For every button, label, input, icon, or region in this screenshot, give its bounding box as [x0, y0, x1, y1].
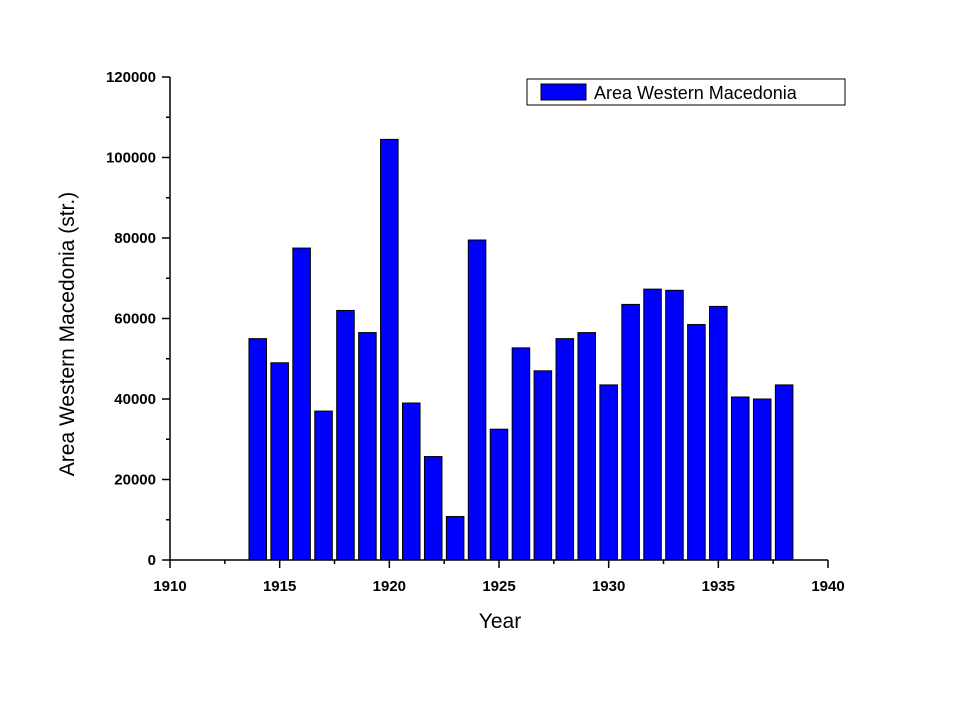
bar — [665, 289, 684, 561]
legend-label: Area Western Macedonia — [594, 83, 798, 103]
bar — [774, 384, 794, 561]
y-tick-label: 40000 — [114, 391, 156, 408]
bar — [730, 396, 750, 561]
bar — [621, 303, 640, 561]
y-tick-label: 80000 — [114, 230, 156, 247]
bar — [533, 370, 553, 561]
x-tick-label: 1930 — [592, 578, 625, 595]
ticks-layer: 1910 1915 1920 1925 1930 1935 1940 0 20000 40000 6… — [106, 69, 845, 595]
bar — [423, 456, 443, 561]
y-tick-label: 60000 — [114, 311, 156, 328]
bar — [709, 305, 728, 561]
y-tick-label: 120000 — [106, 69, 156, 86]
legend-swatch — [540, 83, 587, 101]
bar — [599, 384, 618, 561]
bar — [401, 402, 421, 561]
bar — [687, 324, 706, 561]
bar — [643, 288, 662, 561]
bar — [467, 239, 487, 561]
x-tick-label: 1910 — [153, 578, 186, 595]
bar — [248, 338, 268, 561]
y-axis-title: Area Western Macedonia (str.) — [56, 192, 79, 476]
x-axis-title: Year — [479, 610, 521, 633]
bar — [555, 338, 575, 561]
bar — [314, 410, 333, 561]
x-tick-label: 1915 — [263, 578, 296, 595]
y-tick-label: 100000 — [106, 150, 156, 167]
y-tick-label: 0 — [148, 552, 156, 569]
x-tick-label: 1920 — [373, 578, 406, 595]
bar — [292, 247, 311, 561]
bar — [358, 332, 377, 561]
bar — [336, 309, 355, 561]
x-tick-label: 1925 — [482, 578, 515, 595]
bars-layer — [248, 138, 794, 561]
bar — [270, 362, 289, 561]
legend: Area Western Macedonia — [526, 78, 846, 106]
bar — [380, 138, 399, 561]
y-tick-label: 20000 — [114, 472, 156, 489]
x-tick-label: 1940 — [811, 578, 844, 595]
bar — [752, 398, 772, 561]
bar — [511, 347, 531, 561]
bar — [577, 332, 597, 561]
x-tick-label: 1935 — [702, 578, 735, 595]
bar — [489, 428, 509, 561]
bar — [445, 516, 465, 561]
